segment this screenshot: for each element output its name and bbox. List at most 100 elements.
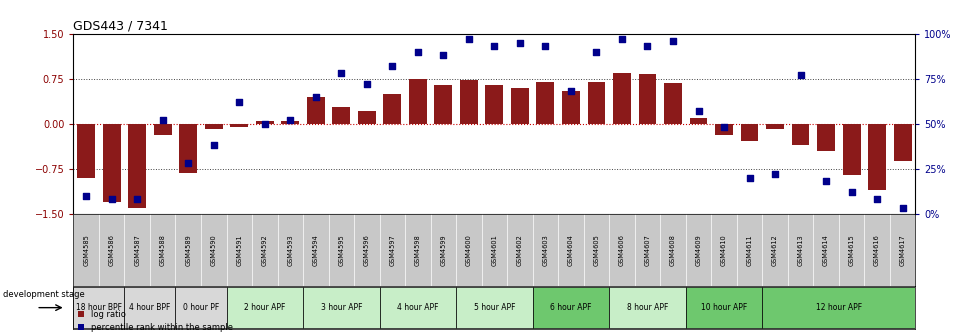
Point bbox=[308, 94, 324, 99]
Bar bbox=[842, 124, 860, 175]
Point bbox=[155, 118, 170, 123]
Text: 4 hour APF: 4 hour APF bbox=[397, 303, 438, 312]
Text: GSM4594: GSM4594 bbox=[313, 234, 319, 266]
Text: GSM4589: GSM4589 bbox=[185, 234, 191, 266]
Text: 3 hour APF: 3 hour APF bbox=[320, 303, 362, 312]
Bar bbox=[867, 124, 885, 190]
Bar bbox=[460, 81, 477, 124]
Text: GSM4608: GSM4608 bbox=[669, 234, 675, 266]
Text: GSM4600: GSM4600 bbox=[466, 234, 471, 266]
Point bbox=[283, 118, 298, 123]
Text: GSM4613: GSM4613 bbox=[797, 234, 803, 266]
Bar bbox=[128, 124, 146, 208]
Text: 0 hour PF: 0 hour PF bbox=[183, 303, 219, 312]
Text: GSM4591: GSM4591 bbox=[236, 234, 242, 266]
Point bbox=[741, 175, 757, 180]
FancyBboxPatch shape bbox=[73, 287, 124, 328]
Text: GSM4610: GSM4610 bbox=[720, 234, 727, 266]
Point bbox=[359, 81, 375, 87]
Text: GSM4586: GSM4586 bbox=[109, 234, 114, 266]
Text: 4 hour BPF: 4 hour BPF bbox=[129, 303, 170, 312]
Text: GSM4590: GSM4590 bbox=[210, 234, 216, 266]
Point bbox=[613, 36, 629, 42]
FancyBboxPatch shape bbox=[456, 287, 532, 328]
FancyBboxPatch shape bbox=[608, 287, 685, 328]
Bar bbox=[561, 91, 579, 124]
Text: GSM4602: GSM4602 bbox=[516, 234, 522, 266]
Bar bbox=[154, 124, 171, 134]
Bar bbox=[511, 88, 528, 124]
FancyBboxPatch shape bbox=[124, 287, 175, 328]
Text: GSM4614: GSM4614 bbox=[822, 234, 828, 266]
Text: GSM4596: GSM4596 bbox=[364, 234, 370, 266]
Point bbox=[435, 52, 451, 58]
Bar bbox=[204, 124, 222, 129]
Text: GSM4617: GSM4617 bbox=[899, 234, 905, 266]
Point bbox=[256, 121, 272, 126]
Text: GSM4607: GSM4607 bbox=[644, 234, 649, 266]
Bar bbox=[77, 124, 95, 178]
Bar bbox=[714, 124, 733, 134]
Point bbox=[868, 197, 884, 202]
Legend: log ratio, percentile rank within the sample: log ratio, percentile rank within the sa… bbox=[77, 310, 233, 332]
Bar bbox=[434, 85, 452, 124]
Point bbox=[843, 190, 859, 195]
Bar bbox=[817, 124, 834, 151]
Point bbox=[562, 89, 578, 94]
Bar bbox=[587, 82, 604, 124]
Point bbox=[78, 193, 94, 199]
Text: GSM4601: GSM4601 bbox=[491, 234, 497, 266]
Bar bbox=[689, 118, 707, 124]
Point bbox=[537, 44, 553, 49]
Text: GSM4595: GSM4595 bbox=[338, 234, 344, 266]
Point bbox=[180, 161, 196, 166]
Point bbox=[461, 36, 476, 42]
Bar bbox=[893, 124, 911, 161]
Point bbox=[410, 49, 425, 54]
Text: GSM4585: GSM4585 bbox=[83, 234, 89, 266]
Point bbox=[384, 64, 400, 69]
Text: 6 hour APF: 6 hour APF bbox=[550, 303, 591, 312]
Text: GSM4599: GSM4599 bbox=[440, 234, 446, 266]
Text: GSM4605: GSM4605 bbox=[593, 234, 599, 266]
Point bbox=[486, 44, 502, 49]
FancyBboxPatch shape bbox=[175, 287, 226, 328]
Point bbox=[792, 72, 808, 78]
Bar bbox=[333, 107, 350, 124]
FancyBboxPatch shape bbox=[762, 287, 914, 328]
Text: GSM4616: GSM4616 bbox=[873, 234, 879, 266]
Bar bbox=[766, 124, 783, 129]
Point bbox=[588, 49, 603, 54]
Bar bbox=[281, 121, 299, 124]
Bar bbox=[255, 121, 274, 124]
Text: development stage: development stage bbox=[3, 290, 85, 299]
Bar bbox=[409, 79, 426, 124]
Point bbox=[767, 172, 782, 177]
Bar bbox=[739, 124, 758, 140]
Bar bbox=[103, 124, 120, 202]
Text: GSM4588: GSM4588 bbox=[159, 234, 165, 266]
Point bbox=[104, 197, 119, 202]
Text: GDS443 / 7341: GDS443 / 7341 bbox=[73, 19, 168, 33]
Point bbox=[639, 44, 654, 49]
Text: GSM4592: GSM4592 bbox=[261, 234, 268, 266]
Bar bbox=[358, 111, 376, 124]
Bar bbox=[485, 85, 503, 124]
Text: GSM4593: GSM4593 bbox=[287, 234, 293, 266]
Text: GSM4615: GSM4615 bbox=[848, 234, 854, 266]
FancyBboxPatch shape bbox=[379, 287, 456, 328]
Text: GSM4587: GSM4587 bbox=[134, 234, 140, 266]
Point bbox=[231, 99, 246, 105]
Bar bbox=[663, 83, 682, 124]
Point bbox=[716, 125, 732, 130]
Bar bbox=[612, 73, 630, 124]
Text: 12 hour APF: 12 hour APF bbox=[815, 303, 861, 312]
Text: GSM4609: GSM4609 bbox=[694, 234, 701, 266]
FancyBboxPatch shape bbox=[532, 287, 608, 328]
Point bbox=[894, 206, 910, 211]
Text: 5 hour APF: 5 hour APF bbox=[473, 303, 514, 312]
Point bbox=[511, 40, 527, 45]
Point bbox=[689, 109, 705, 114]
Text: 10 hour APF: 10 hour APF bbox=[700, 303, 746, 312]
Text: GSM4597: GSM4597 bbox=[389, 234, 395, 266]
